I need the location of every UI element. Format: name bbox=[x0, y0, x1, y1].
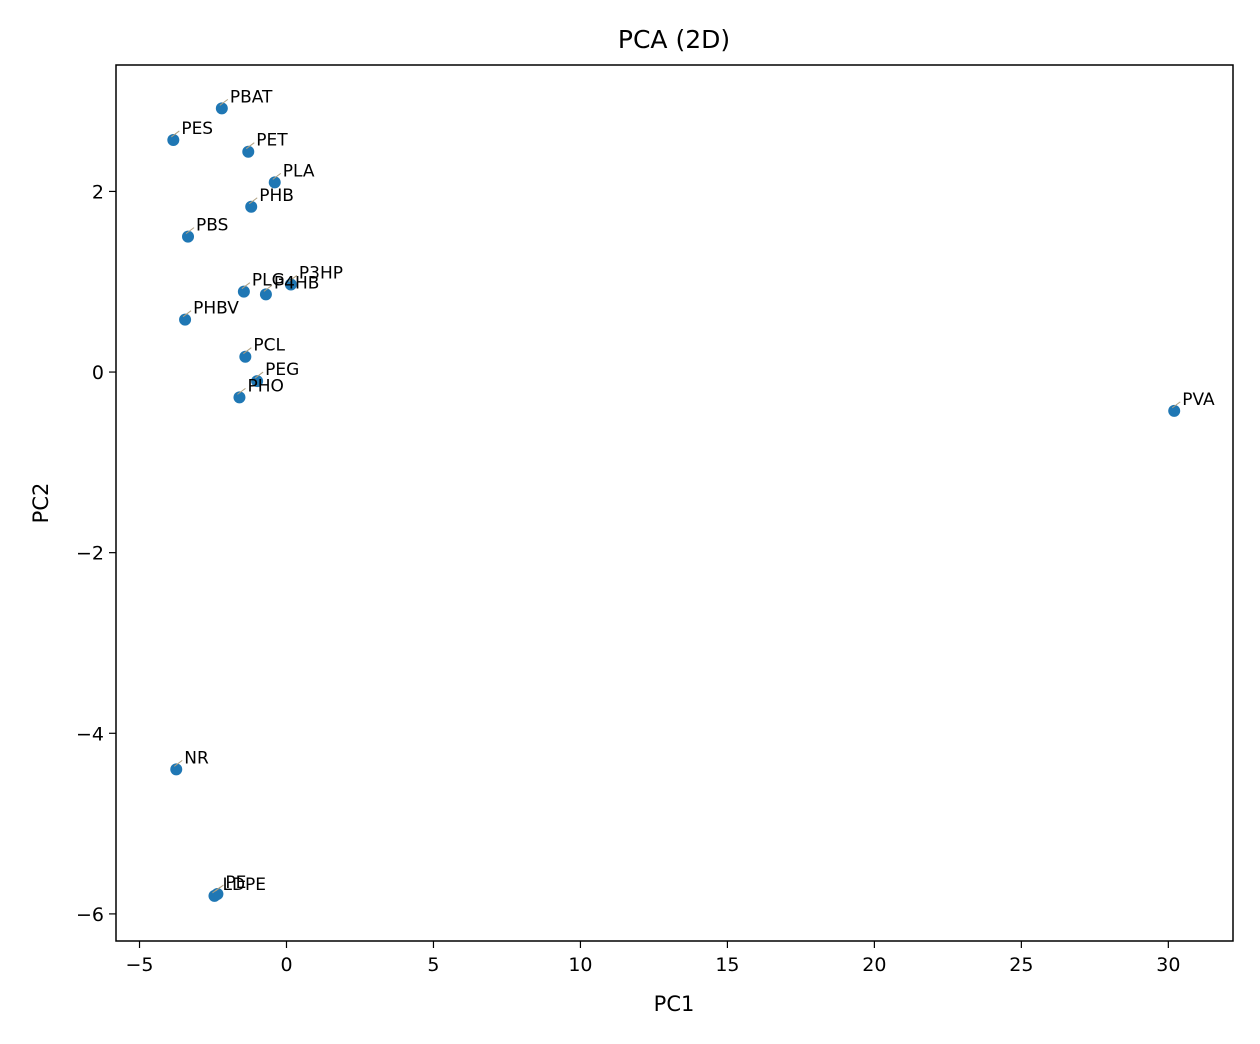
x-axis-ticks: −5 0 5 10 15 20 25 30 bbox=[126, 941, 1180, 976]
label-leader-line bbox=[219, 98, 229, 106]
plot-area-frame bbox=[115, 64, 1234, 942]
point-label-ldpe: LDPE bbox=[222, 875, 266, 895]
label-leader-line bbox=[272, 173, 282, 180]
label-leader-line bbox=[182, 310, 192, 318]
label-leader-line bbox=[248, 197, 258, 205]
y-tick-label: 0 bbox=[92, 362, 104, 384]
x-tick-label: 30 bbox=[1156, 954, 1180, 976]
scatter-point-pet bbox=[242, 145, 255, 158]
label-leader-line bbox=[245, 142, 255, 150]
point-label-pe: PE bbox=[225, 873, 246, 893]
point-label-pes: PES bbox=[181, 119, 213, 139]
x-tick-label: −5 bbox=[126, 954, 154, 976]
point-label-p3hp: P3HP bbox=[299, 263, 343, 283]
label-leader-line bbox=[243, 347, 252, 355]
scatter-point-pbat bbox=[215, 102, 228, 115]
point-label-pbs: PBS bbox=[196, 216, 228, 236]
point-label-pet: PET bbox=[256, 131, 288, 151]
scatter-point-p4hb bbox=[259, 288, 272, 301]
label-leader-line bbox=[212, 886, 221, 894]
chart-title: PCA (2D) bbox=[618, 25, 730, 54]
label-leader-line bbox=[173, 760, 183, 767]
point-label-phbv: PHBV bbox=[193, 299, 239, 319]
scatter-point-pcl bbox=[239, 350, 252, 363]
scatter-point-pho bbox=[233, 391, 246, 404]
point-label-phb: PHB bbox=[259, 186, 294, 206]
label-leader-line bbox=[254, 371, 264, 379]
x-tick-label: 15 bbox=[715, 954, 739, 976]
y-axis-ticks: −6 −4 −2 0 2 bbox=[76, 181, 116, 926]
y-tick-label: −2 bbox=[76, 543, 104, 565]
x-tick-label: 10 bbox=[568, 954, 592, 976]
point-label-nr: NR bbox=[184, 748, 209, 768]
scatter-point-nr bbox=[170, 763, 183, 776]
point-label-pcl: PCL bbox=[253, 336, 285, 356]
label-leader-line bbox=[288, 275, 298, 282]
point-label-pho: PHO bbox=[247, 376, 283, 396]
x-axis-label: PC1 bbox=[654, 992, 695, 1016]
scatter-point-peg bbox=[251, 375, 264, 388]
label-leader-line bbox=[263, 284, 273, 292]
point-label-peg: PEG bbox=[265, 360, 299, 380]
label-leader-line bbox=[171, 130, 180, 138]
scatter-point-pva bbox=[1168, 404, 1181, 417]
x-tick-label: 0 bbox=[280, 954, 292, 976]
label-leader-line bbox=[185, 227, 195, 234]
label-leader-line bbox=[1171, 401, 1181, 409]
y-tick-label: −4 bbox=[76, 723, 104, 745]
point-label-pva: PVA bbox=[1182, 390, 1215, 410]
scatter-point-phbv bbox=[179, 313, 192, 326]
y-tick-label: −6 bbox=[76, 904, 104, 926]
scatter-point-plg bbox=[237, 285, 250, 298]
scatter-point-phb bbox=[245, 200, 258, 213]
point-label-pla: PLA bbox=[283, 161, 315, 181]
y-axis-label: PC2 bbox=[29, 483, 53, 524]
scatter-point-ldpe bbox=[208, 889, 221, 902]
point-label-pbat: PBAT bbox=[230, 87, 273, 107]
point-label-plg: PLG bbox=[252, 271, 285, 291]
scatter-point-pla bbox=[268, 176, 281, 189]
x-tick-label: 25 bbox=[1009, 954, 1033, 976]
scatter-point-pes bbox=[167, 133, 180, 146]
scatter-point-pbs bbox=[182, 230, 195, 243]
label-leader-line bbox=[237, 387, 246, 395]
x-tick-label: 5 bbox=[427, 954, 439, 976]
label-leader-line bbox=[241, 282, 251, 290]
y-tick-label: 2 bbox=[92, 181, 104, 203]
x-tick-label: 20 bbox=[862, 954, 886, 976]
point-label-p4hb: P4HB bbox=[274, 273, 320, 293]
scatter-point-p3hp bbox=[284, 278, 297, 291]
